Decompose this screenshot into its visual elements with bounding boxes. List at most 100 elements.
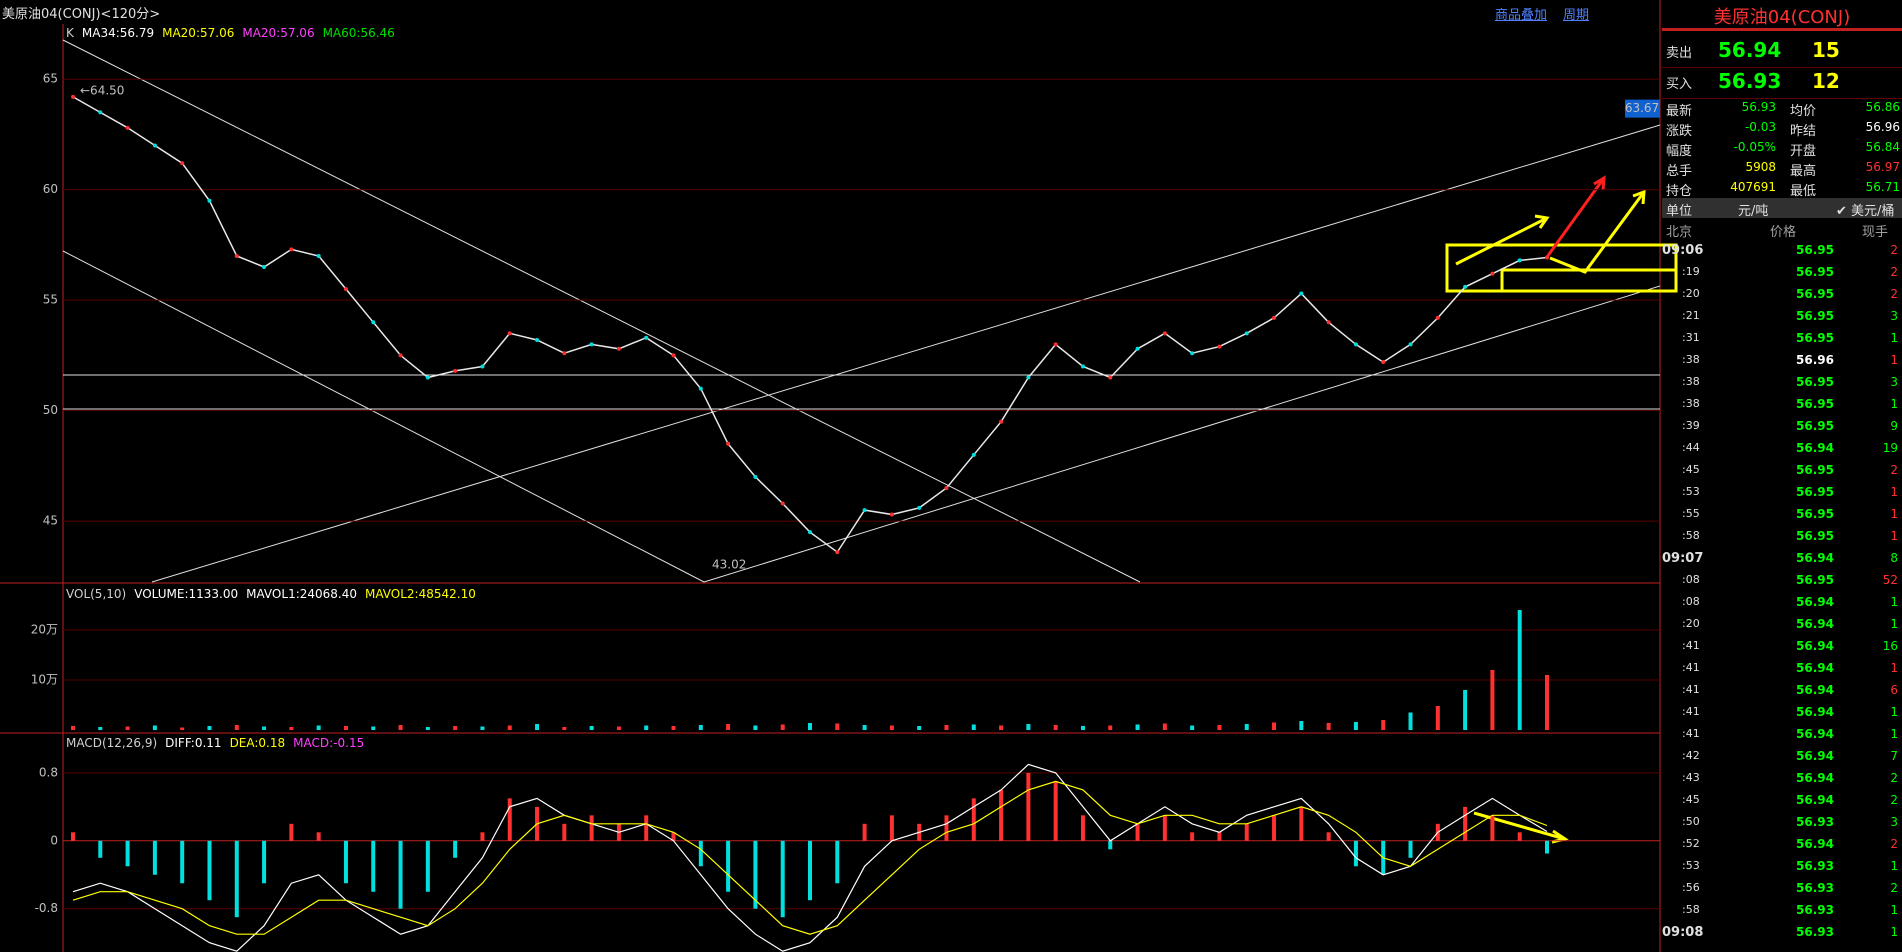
book-qty: 12 [1812, 69, 1840, 93]
trade-qty: 2 [1890, 287, 1898, 301]
trade-time: :45 [1682, 463, 1700, 476]
macd-bar [1217, 832, 1222, 841]
volume-bar [507, 725, 512, 730]
legend-item: VOL(5,10) [66, 587, 127, 601]
trade-price: 56.94 [1796, 441, 1834, 455]
volume-bar [1108, 725, 1113, 730]
price-point [1517, 258, 1522, 263]
volume-bar [480, 726, 485, 730]
price-point [1299, 291, 1304, 296]
price-line [72, 96, 1548, 554]
volume-bar [835, 723, 840, 730]
price-point [1435, 315, 1440, 320]
legend-item: MA60:56.46 [322, 26, 395, 40]
trade-time: :20 [1682, 287, 1700, 300]
trade-price: 56.95 [1796, 485, 1834, 499]
book-label: 买入 [1666, 77, 1693, 92]
macd-bar [1545, 840, 1549, 854]
price-point [1026, 375, 1031, 380]
trade-qty: 2 [1890, 837, 1898, 851]
volume-bar [1545, 675, 1549, 730]
trade-qty: 3 [1890, 375, 1898, 389]
last-price-box [1625, 99, 1660, 118]
trade-time: :53 [1682, 859, 1700, 872]
legend-item: MACD:-0.15 [293, 736, 365, 750]
price-point [207, 198, 212, 203]
macd-bar [944, 815, 949, 841]
macd-bar [589, 815, 594, 841]
volume-bar [1326, 723, 1331, 730]
trade-time: :44 [1682, 441, 1700, 454]
annotation: ←64.50 [80, 84, 124, 98]
trade-qty: 1 [1890, 507, 1898, 521]
trades-header: 价格 [1770, 225, 1797, 240]
trade-price: 56.95 [1796, 375, 1834, 389]
volume-bar [698, 725, 703, 730]
price-point [944, 485, 949, 490]
unit-option[interactable]: ✔ 美元/桶 [1836, 204, 1895, 219]
stat-value: 56.97 [1865, 160, 1900, 174]
trade-price: 56.94 [1796, 683, 1834, 697]
legend-item: MAVOL2:48542.10 [365, 587, 476, 601]
macd-bar [398, 840, 403, 909]
trade-time: 09:08 [1662, 925, 1704, 940]
stat-value: 56.86 [1865, 100, 1900, 114]
arrow-head [1534, 214, 1550, 229]
macd-bar [1162, 815, 1167, 841]
trade-time: :56 [1682, 881, 1700, 894]
trade-time: :43 [1682, 771, 1700, 784]
book-price: 56.94 [1718, 38, 1782, 62]
volume-bar [71, 726, 75, 730]
toolbar-button[interactable]: 周期 [1563, 8, 1590, 23]
price-point [889, 512, 894, 517]
stat-label: 持仓 [1666, 184, 1693, 199]
trade-qty: 52 [1882, 573, 1898, 587]
unit-option[interactable]: 元/吨 [1738, 204, 1769, 219]
trade-price: 56.93 [1796, 881, 1834, 895]
trade-time: 09:06 [1662, 243, 1704, 258]
volume-bar [98, 727, 103, 730]
trade-price: 56.95 [1796, 463, 1834, 477]
price-point [999, 419, 1004, 424]
price-point [726, 441, 731, 446]
arrow [1545, 177, 1606, 258]
unit-bar [1662, 198, 1902, 218]
price-point [425, 375, 430, 380]
book-qty: 15 [1812, 38, 1840, 62]
volume-bar [1162, 723, 1167, 730]
red-arrow [1545, 175, 1606, 258]
stat-value: 56.93 [1741, 100, 1776, 114]
macd-bar [1463, 806, 1468, 841]
price-point [343, 287, 348, 292]
stat-label: 总手 [1666, 164, 1693, 179]
trade-qty: 1 [1890, 331, 1898, 345]
legend-item: MAVOL1:24068.40 [246, 587, 357, 601]
macd-bar [480, 832, 485, 841]
trade-price: 56.94 [1796, 705, 1834, 719]
price-point [1135, 346, 1140, 351]
macd-bar [180, 840, 185, 884]
macd-bar [1490, 815, 1495, 841]
price-point [671, 353, 676, 358]
price-point [862, 508, 867, 513]
stat-label: 幅度 [1666, 144, 1693, 159]
price-point [1244, 331, 1249, 336]
macd-bar [1080, 815, 1085, 841]
price-point [371, 320, 376, 325]
price-point [453, 368, 458, 373]
volume-bar [152, 725, 157, 730]
price-point [1463, 284, 1468, 289]
trade-time: :58 [1682, 903, 1700, 916]
arrow [1455, 216, 1548, 266]
price-point [1053, 342, 1058, 347]
price-point [1545, 255, 1549, 260]
toolbar-button[interactable]: 商品叠加 [1495, 8, 1548, 23]
macd-bar [1244, 823, 1249, 841]
legend-item: MA34:56.79 [81, 26, 155, 40]
trade-price: 56.96 [1796, 353, 1834, 367]
trade-qty: 2 [1890, 463, 1898, 477]
trade-price: 56.94 [1796, 551, 1834, 565]
trade-time: :38 [1682, 353, 1700, 366]
book-label: 卖出 [1666, 46, 1693, 61]
